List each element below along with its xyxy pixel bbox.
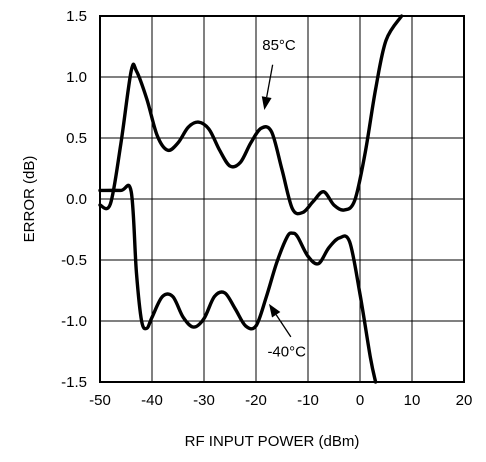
- y-tick-label: 0.5: [66, 130, 87, 147]
- x-axis-title: RF INPUT POWER (dBm): [185, 433, 360, 450]
- series-layer: [98, 14, 404, 384]
- x-tick-label: -40: [141, 392, 163, 409]
- x-tick-label: -20: [245, 392, 267, 409]
- y-tick-label: -1.0: [61, 313, 87, 330]
- x-tick-label: 0: [356, 392, 364, 409]
- annotation-minus40c-label: -40°C: [267, 343, 306, 360]
- x-tick-label: -10: [297, 392, 319, 409]
- y-tick-label: -0.5: [61, 252, 87, 269]
- annotation-minus40c-arrow-head: [269, 303, 281, 318]
- annotation-85c-arrow-line: [266, 64, 274, 98]
- plot-frame: [99, 15, 465, 383]
- series-line-85c: [98, 14, 404, 216]
- y-tick-label: 0.0: [66, 191, 87, 208]
- annotation-minus40c-arrow-line: [275, 314, 292, 338]
- grid: [99, 15, 465, 383]
- y-tick-label: 1.0: [66, 69, 87, 86]
- annotation-85c: 85°C: [261, 37, 296, 110]
- y-axis-title: ERROR (dB): [21, 156, 38, 243]
- tick-labels: -50 -40 -30 -20 -10 0 10 20 1.5 1.0 0.5 0.0 -0.5 -1.0…: [61, 8, 472, 409]
- y-tick-label: -1.5: [61, 374, 87, 391]
- annotation-minus40c: -40°C: [267, 303, 306, 360]
- x-tick-label: 10: [404, 392, 421, 409]
- series-line-minus40c: [98, 183, 378, 384]
- x-tick-label: -50: [89, 392, 111, 409]
- annotation-85c-label: 85°C: [262, 37, 296, 54]
- x-tick-label: -30: [193, 392, 215, 409]
- x-tick-label: 20: [456, 392, 473, 409]
- annotation-85c-arrow-head: [261, 96, 272, 110]
- y-tick-label: 1.5: [66, 8, 87, 25]
